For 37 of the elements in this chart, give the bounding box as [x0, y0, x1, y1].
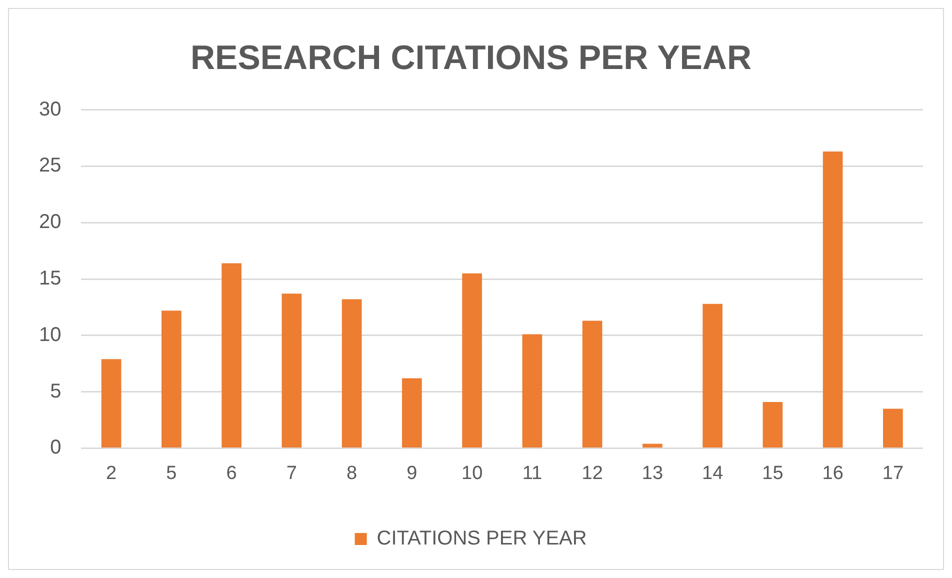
- y-tick-label: 10: [38, 324, 62, 346]
- y-tick-label: 25: [38, 154, 62, 177]
- x-tick-label: 9: [406, 462, 418, 484]
- bar: [342, 299, 362, 448]
- bar: [762, 402, 783, 448]
- x-tick-label: 8: [346, 462, 358, 484]
- x-tick-label: 10: [461, 462, 483, 484]
- bar: [101, 359, 122, 448]
- bar: [822, 152, 843, 448]
- bar: [522, 334, 542, 448]
- legend-label: CITATIONS PER YEAR: [376, 528, 587, 550]
- x-tick-label: 17: [882, 462, 904, 484]
- bar: [702, 304, 722, 448]
- x-tick-label: 14: [702, 462, 724, 484]
- bar: [582, 320, 602, 448]
- y-tick-label: 20: [38, 211, 62, 234]
- bar: [402, 378, 422, 448]
- bar: [282, 294, 302, 448]
- y-tick-label: 15: [38, 268, 62, 290]
- x-tick-label: 11: [522, 462, 542, 484]
- x-tick-label: 15: [762, 462, 784, 484]
- bar: [642, 444, 662, 448]
- x-tick-label: 12: [582, 462, 603, 484]
- x-tick-label: 13: [642, 462, 664, 484]
- x-tick-label: 5: [166, 462, 177, 484]
- x-tick-label: 16: [822, 462, 844, 484]
- bar: [222, 263, 242, 448]
- y-tick-label: 5: [50, 380, 62, 402]
- y-tick-label: 30: [38, 98, 62, 120]
- bar: [883, 408, 903, 448]
- x-tick-label: 7: [286, 462, 297, 484]
- x-tick-label: 6: [226, 462, 237, 484]
- x-tick-label: 2: [106, 462, 117, 484]
- bar: [162, 310, 182, 448]
- bar: [462, 273, 482, 448]
- y-tick-label: 0: [50, 436, 62, 459]
- chart-title: RESEARCH CITATIONS PER YEAR: [190, 38, 752, 77]
